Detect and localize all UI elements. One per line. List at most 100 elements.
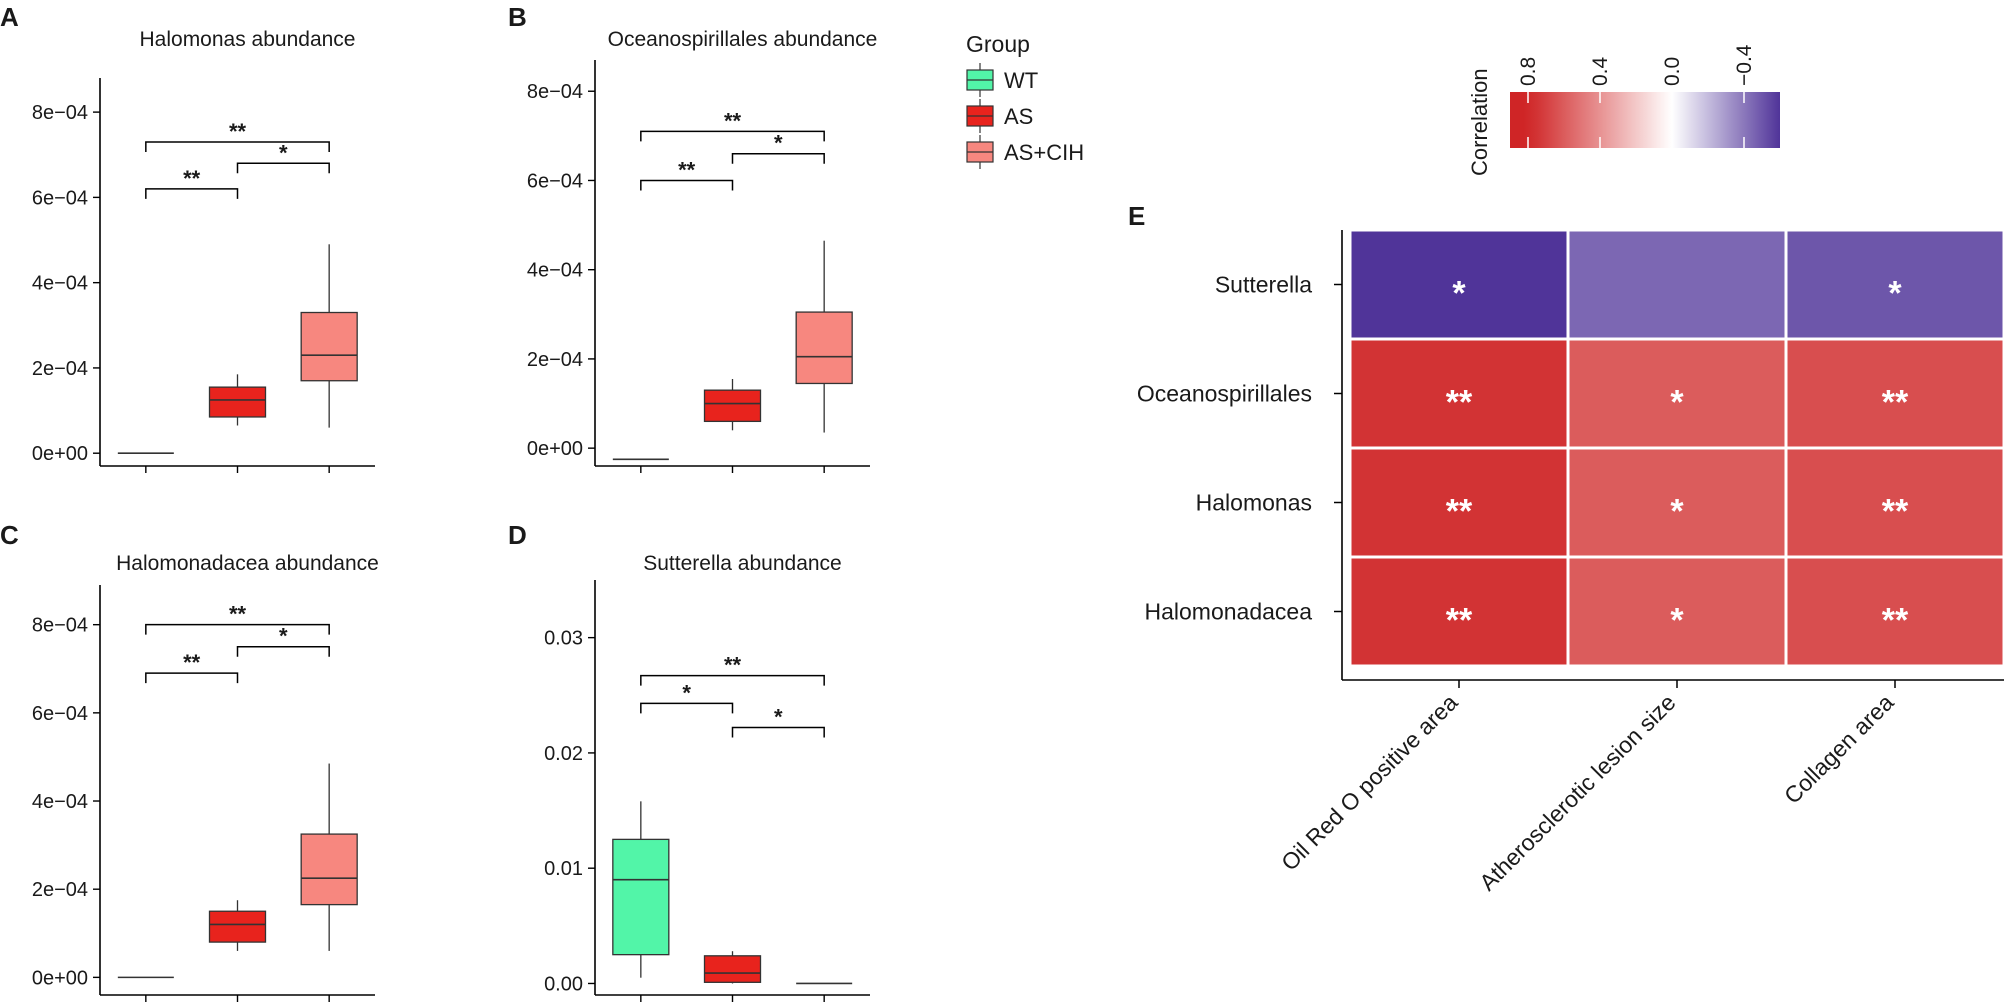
heatmap-row: * * Sutterella <box>1215 228 2006 341</box>
cell-significance: * <box>1670 493 1684 531</box>
heatmap-cell <box>1566 555 1788 668</box>
significance-label: * <box>774 705 783 730</box>
y-tick-label: 0.03 <box>544 628 583 650</box>
heatmap-row: ** * **Halomonas <box>1196 446 2006 559</box>
boxplot-panel-a: A Halomonas abundance 0e+00 2e−04 4e−04 6e−04… <box>0 2 375 473</box>
boxplot-panel-c: C Halomonadacea abundance 0e+00 2e−04 4e−04 6… <box>0 520 379 1002</box>
legend-label: WT <box>1004 68 1038 93</box>
y-tick-label: 6e−04 <box>32 703 88 725</box>
significance-label: ** <box>229 119 247 144</box>
heatmap-cell <box>1348 555 1570 668</box>
y-tick-label: 0e+00 <box>32 443 88 465</box>
heatmap-row-label: Oceanospirillales <box>1137 381 1312 407</box>
significance-bracket: ** <box>145 166 239 199</box>
colorbar: 0.8 0.4 0.0 −0.4 Correlation <box>1467 44 1780 176</box>
significance-bracket: ** <box>640 157 734 191</box>
heatmap-row-label: Halomonas <box>1196 490 1312 516</box>
significance-bracket: ** <box>145 119 330 152</box>
bracket-line <box>145 141 330 152</box>
box-body <box>208 386 267 418</box>
colorbar-tick-label: 0.0 <box>1661 57 1684 86</box>
legend-item: AS <box>966 99 1033 133</box>
significance-label: ** <box>183 166 201 191</box>
bracket-line <box>145 188 239 199</box>
y-tick-label: 0.02 <box>544 743 583 765</box>
bracket-line <box>640 674 825 686</box>
heatmap-cell <box>1566 228 1788 341</box>
boxplot-panel-b: B Oceanospirillales abundance 0e+00 2e−04 4e… <box>508 2 877 473</box>
y-tick-label: 2e−04 <box>527 349 583 371</box>
significance-label: * <box>774 131 783 156</box>
bracket-line <box>640 130 825 142</box>
colorbar-tick-label: 0.4 <box>1589 56 1612 86</box>
bracket-line <box>731 152 825 164</box>
bracket-line <box>145 672 239 684</box>
legend-title: Group <box>966 31 1030 57</box>
legend-item: WT <box>966 63 1038 97</box>
heatmap-cell <box>1348 228 1570 341</box>
box-body <box>612 838 670 956</box>
box-body <box>703 955 762 983</box>
box-body <box>300 311 358 382</box>
bracket-line <box>731 726 825 738</box>
cell-significance: ** <box>1882 602 1909 640</box>
heatmap-row: ** * **Halomonadacea <box>1144 555 2006 668</box>
heatmap-row-label: Sutterella <box>1215 272 1312 298</box>
y-tick-label: 0e+00 <box>32 967 88 989</box>
y-tick-label: 4e−04 <box>32 273 88 295</box>
colorbar-title: Correlation <box>1467 68 1492 176</box>
y-tick-label: 0.01 <box>544 858 583 880</box>
significance-label: ** <box>724 108 742 133</box>
y-tick-label: 8e−04 <box>527 81 583 103</box>
box-as <box>208 374 267 426</box>
y-tick-label: 0e+00 <box>527 438 583 460</box>
cell-significance: * <box>1670 602 1684 640</box>
significance-label: ** <box>724 653 742 678</box>
y-tick-label: 4e−04 <box>527 260 583 282</box>
significance-label: ** <box>183 650 201 675</box>
significance-bracket: * <box>640 680 734 714</box>
significance-bracket: ** <box>145 602 330 635</box>
panel-title: Halomonas abundance <box>140 28 356 51</box>
cell-significance: ** <box>1446 384 1473 422</box>
box-body <box>300 833 358 906</box>
heatmap-cell <box>1566 337 1788 450</box>
significance-bracket: ** <box>640 108 825 142</box>
y-tick-label: 6e−04 <box>527 170 583 192</box>
cell-significance: ** <box>1882 493 1909 531</box>
heatmap-cell <box>1784 446 2006 559</box>
significance-label: ** <box>678 157 696 182</box>
y-tick-label: 8e−04 <box>32 615 88 637</box>
heatmap-row: ** * **Oceanospirillales <box>1137 337 2006 450</box>
box-as <box>208 900 267 951</box>
box-as <box>703 379 762 431</box>
box-as <box>703 951 762 984</box>
heatmap-cell <box>1784 228 2006 341</box>
box-as-cih <box>300 244 358 428</box>
heatmap-cell <box>1784 337 2006 450</box>
heatmap-cell <box>1348 337 1570 450</box>
heatmap-cell <box>1784 555 2006 668</box>
significance-label: ** <box>229 602 247 627</box>
panel-title: Oceanospirillales abundance <box>608 28 878 51</box>
legend: Group WT AS AS+CIH <box>966 31 1084 169</box>
heatmap-column-label: Oil Red O positive area <box>1276 689 1463 876</box>
significance-bracket: ** <box>145 650 239 684</box>
y-tick-label: 4e−04 <box>32 791 88 813</box>
significance-bracket: * <box>731 131 825 164</box>
legend-item: AS+CIH <box>966 135 1084 169</box>
heatmap-cell <box>1348 446 1570 559</box>
box-wt <box>612 801 670 978</box>
box-body <box>795 311 853 385</box>
box-body <box>703 389 762 423</box>
heatmap-cell <box>1566 446 1788 559</box>
cell-significance: * <box>1670 384 1684 422</box>
heatmap-column-label: Collagen area <box>1779 689 1899 809</box>
colorbar-tick-label: 0.8 <box>1517 57 1540 86</box>
cell-significance: ** <box>1446 602 1473 640</box>
bracket-line <box>236 645 330 657</box>
cell-significance: * <box>1452 275 1466 313</box>
y-tick-label: 0.00 <box>544 973 583 995</box>
